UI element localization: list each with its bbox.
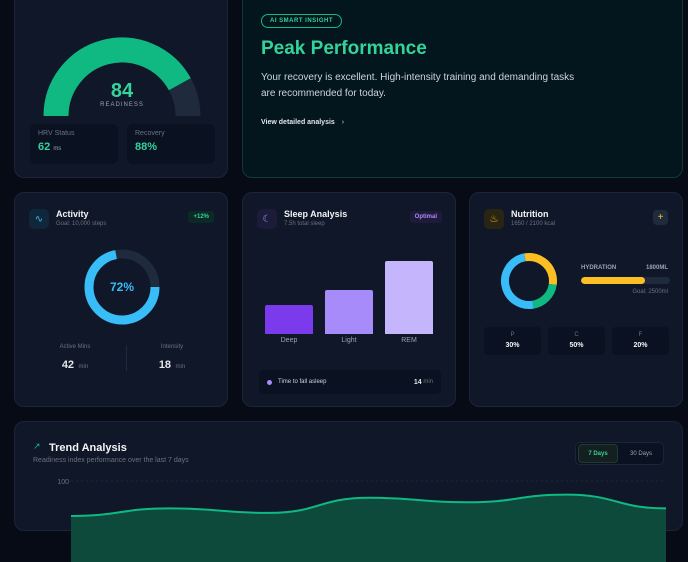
intensity-stat: Intensity 18 min [132,344,212,373]
fall-asleep-label: Time to fall asleep [278,379,414,385]
recovery-label: Recovery [135,130,207,137]
active-mins-stat: Active Mins 42 min [35,344,115,373]
hydration-goal: Goal: 2500ml [632,289,668,295]
recovery-stat: Recovery 88% [127,124,215,164]
active-mins-label: Active Mins [35,344,115,350]
trend-chart: 100 [15,462,684,562]
plus-icon[interactable]: + [653,210,668,225]
insight-badge: AI SMART INSIGHT [261,14,342,28]
hydration-label: HYDRATION [581,265,616,271]
activity-card: ∿ Activity Goal: 10,000 steps +12% 72% A… [14,192,228,407]
view-analysis-label: View detailed analysis [261,119,335,126]
active-mins-value: 42 [62,359,74,371]
sleep-bar-label: REM [385,337,433,344]
nutrition-title: Nutrition [511,209,549,219]
trend-title: Trend Analysis [49,442,127,454]
view-analysis-link[interactable]: View detailed analysis › [261,119,344,126]
activity-subtitle: Goal: 10,000 steps [56,221,106,227]
hrv-unit: ms [53,146,61,152]
tab-7-days[interactable]: 7 Days [578,444,618,463]
y-tick-label: 100 [57,479,69,486]
sleep-card: ☾ Sleep Analysis 7.5h total sleep Optima… [242,192,456,407]
activity-percent: 72% [82,280,162,294]
macro-value: 20% [612,342,669,349]
insight-card: AI SMART INSIGHT Peak Performance Your r… [242,0,683,178]
trend-area [71,495,666,562]
sleep-bar-rem [385,261,433,334]
sleep-subtitle: 7.5h total sleep [284,221,325,227]
macro-value: 50% [548,342,605,349]
sleep-bar-label: Deep [265,337,313,344]
macro-label: P [510,332,514,338]
macro-carbs: C 50% [548,327,605,355]
sleep-bar-deep [265,305,313,334]
sleep-bar-light [325,290,373,334]
insight-title: Peak Performance [261,38,427,60]
sleep-title: Sleep Analysis [284,209,347,219]
hrv-label: HRV Status [38,130,110,137]
dot-icon [267,380,272,385]
fall-asleep-value: 14 [414,379,422,386]
sleep-bar-label: Light [325,337,373,344]
readiness-gauge [15,0,229,129]
trending-up-icon: ↗ [33,441,41,452]
activity-title: Activity [56,209,89,219]
macro-label: F [639,332,643,338]
readiness-score: 84 [15,80,229,103]
chevron-right-icon: › [342,119,344,126]
sleep-status-badge: Optimal [410,211,442,223]
nutrition-subtitle: 1650 / 2100 kcal [511,221,555,227]
activity-icon: ∿ [29,209,49,229]
active-mins-unit: min [79,364,89,370]
recovery-value: 88% [135,141,207,153]
nutrition-icon: ♨ [484,209,504,229]
macro-value: 30% [484,342,541,349]
macro-label: C [574,332,578,338]
fall-asleep-unit: min [423,379,433,385]
fall-asleep-row: Time to fall asleep 14 min [259,370,441,394]
tab-30-days[interactable]: 30 Days [620,444,662,463]
intensity-unit: min [176,364,186,370]
hrv-stat: HRV Status 62 ms [30,124,118,164]
macro-ring [499,251,559,311]
hrv-value: 62 [38,141,50,153]
activity-change-badge: +12% [188,211,214,223]
readiness-card: 84 READINESS HRV Status 62 ms Recovery 8… [14,0,228,178]
hydration-value: 1800ML [646,265,668,271]
insight-body: Your recovery is excellent. High-intensi… [261,70,581,102]
intensity-label: Intensity [132,344,212,350]
trend-card: ↗ Trend Analysis Readiness index perform… [14,421,683,531]
nutrition-card: ♨ Nutrition 1650 / 2100 kcal + HYDRATION… [469,192,683,407]
moon-icon: ☾ [257,209,277,229]
readiness-label: READINESS [15,102,229,108]
hydration-bar [581,277,670,284]
macro-fat: F 20% [612,327,669,355]
intensity-value: 18 [159,359,171,371]
divider [126,345,127,371]
macro-protein: P 30% [484,327,541,355]
